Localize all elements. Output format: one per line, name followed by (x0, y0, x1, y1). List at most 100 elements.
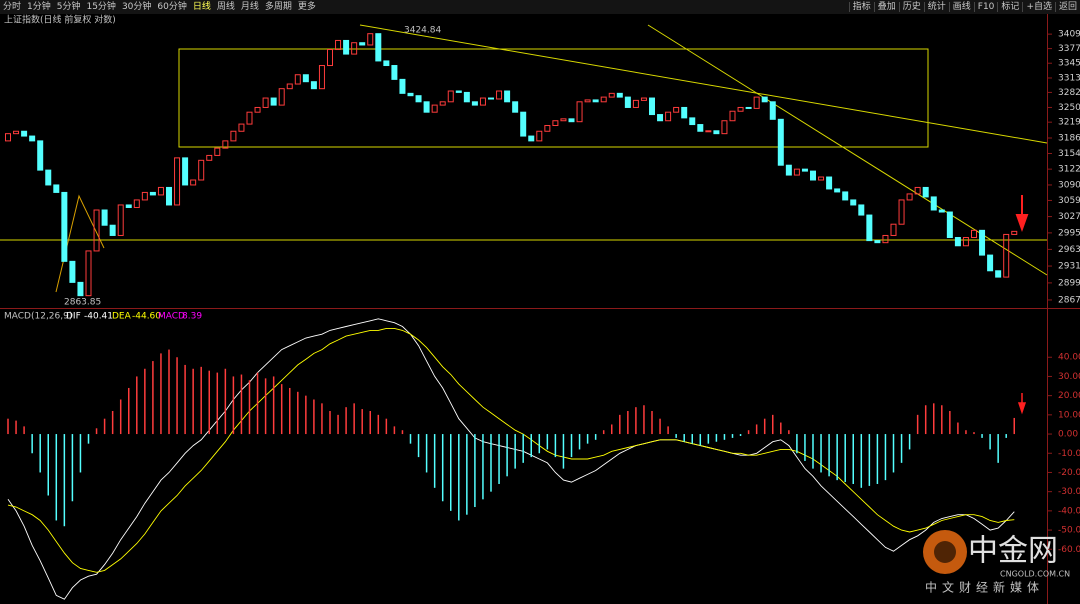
y-tick-label: 40.00 (1058, 353, 1080, 363)
candle-body (351, 42, 358, 55)
candle-body (246, 111, 253, 125)
toolbar-button[interactable]: 15分钟 (86, 2, 116, 12)
candle-body (367, 33, 374, 46)
candle-body (471, 101, 478, 106)
y-tick-label: 20.00 (1058, 391, 1080, 401)
macd-bar (747, 430, 750, 435)
candle-body (133, 199, 140, 208)
toolbar-button[interactable]: 30分钟 (121, 2, 152, 12)
y-tick-label: -40.00 (1058, 506, 1080, 516)
macd-bar (184, 364, 186, 435)
macd-bar (401, 430, 404, 435)
toolbar-button[interactable]: 分时 (3, 2, 22, 12)
candle-body (254, 106, 261, 113)
toolbar-button[interactable]: 1分钟 (27, 2, 51, 12)
macd-bar (152, 361, 154, 435)
y-tick-label: 3282 (1058, 88, 1080, 98)
macd-bar (119, 399, 122, 435)
candle-body (286, 83, 293, 90)
macd-bar (176, 357, 178, 435)
candle-body (407, 92, 414, 97)
macd-bar (474, 434, 476, 508)
candle-body (29, 135, 36, 142)
candle-body (455, 90, 462, 93)
macd-bar (554, 434, 557, 458)
y-tick-label: 3313 (1058, 73, 1080, 83)
candle-body (206, 154, 213, 161)
candle-body (930, 196, 937, 211)
candle-body (745, 106, 752, 109)
candle-body (938, 209, 945, 213)
macd-bar (55, 434, 58, 521)
toolbar-button[interactable]: 画线 (948, 2, 974, 12)
macd-bar (337, 414, 339, 435)
toolbar-button[interactable]: 周线 (216, 2, 235, 12)
candle-body (174, 157, 181, 206)
macd-bar (546, 434, 549, 450)
toolbar-button[interactable]: +自选 (1022, 2, 1055, 12)
y-tick-label: 3027 (1058, 212, 1080, 222)
candle-body (818, 176, 825, 181)
macd-bar (136, 376, 138, 435)
candle-body (834, 188, 841, 193)
toolbar-button[interactable]: 标记 (997, 2, 1023, 12)
macd-bar (522, 434, 524, 463)
brand: 中金网 (968, 534, 1058, 569)
candle-body (665, 111, 672, 122)
candle-body (302, 74, 309, 83)
macd-bar (305, 395, 307, 435)
macd-bar (586, 434, 589, 444)
toolbar-button[interactable]: 日线 (192, 2, 211, 12)
candle-body (375, 33, 382, 62)
macd-bar (965, 430, 967, 435)
toolbar-button[interactable]: 历史 (898, 2, 924, 12)
candle-body (512, 101, 519, 113)
candle-body (979, 229, 986, 256)
toolbar-button[interactable]: 月线 (240, 2, 259, 12)
y-tick-label: 30.00 (1058, 372, 1080, 382)
toolbar-button[interactable]: 叠加 (873, 2, 899, 12)
macd-bar (772, 414, 774, 435)
macd-bar (369, 411, 371, 435)
y-tick-label: 3409 (1058, 30, 1080, 40)
candle-body (632, 99, 639, 108)
box-drawing (178, 48, 929, 148)
macd-bar (707, 434, 710, 444)
macd-bar (755, 424, 758, 435)
candle-body (125, 204, 132, 208)
toolbar-button[interactable]: 指标 (848, 2, 874, 12)
toolbar-button[interactable]: 更多 (297, 2, 316, 12)
macd-bar (981, 434, 983, 438)
candle-body (987, 254, 994, 272)
macd-bar (482, 434, 484, 500)
candle-body (995, 270, 1002, 278)
toolbar-button[interactable]: 返回 (1054, 2, 1080, 12)
candle-body (608, 92, 615, 98)
candle-body (600, 96, 607, 103)
macd-bar (844, 434, 846, 483)
macd-bar (627, 411, 629, 435)
macd-bar (812, 434, 814, 469)
macd-bar (667, 426, 669, 435)
toolbar-button[interactable]: 统计 (923, 2, 949, 12)
candle-body (906, 193, 913, 201)
toolbar-button[interactable]: 多周期 (264, 2, 292, 12)
candle-body (761, 96, 768, 103)
candle-body (415, 95, 422, 103)
chart-title: 上证指数(日线 前复权 对数) (4, 14, 116, 26)
y-tick-label: 0.00 (1058, 430, 1078, 440)
toolbar-button[interactable]: 5分钟 (56, 2, 81, 12)
candle-body (971, 229, 977, 239)
macd-bar (71, 434, 74, 502)
candle-body (77, 281, 84, 297)
toolbar-button[interactable]: 60分钟 (157, 2, 187, 12)
macd-bar (7, 418, 9, 435)
macd-bar (47, 434, 49, 496)
toolbar-button[interactable]: F10 (973, 2, 998, 12)
candle-body (898, 199, 905, 225)
macd-bar (731, 434, 734, 438)
brand-site: CNGOLD.COM.CN (1000, 570, 1070, 579)
candle-body (447, 90, 454, 103)
macd-bar (884, 434, 887, 481)
